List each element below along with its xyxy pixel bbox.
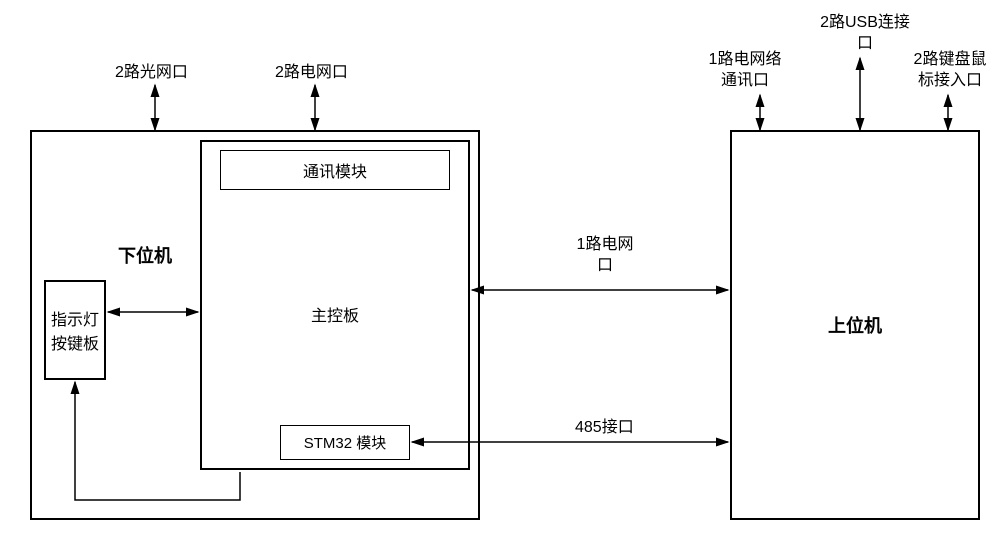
label-kbm-2: 2路键盘鼠 标接入口 <box>905 50 995 92</box>
label-usb-l1: 2路USB连接 <box>820 14 910 31</box>
label-net1-l2: 口 <box>597 257 613 274</box>
stm32-module-label: STM32 模块 <box>304 432 387 453</box>
label-kbm-l2: 标接入口 <box>918 72 982 89</box>
indicator-panel: 指示灯 按键板 <box>44 280 106 380</box>
lower-machine-title: 下位机 <box>118 245 172 268</box>
label-usb-l2: 口 <box>857 35 873 52</box>
label-rs485: 485接口 <box>575 418 634 439</box>
label-optical-2: 2路光网口 <box>115 63 188 84</box>
label-electrical-2: 2路电网口 <box>275 63 348 84</box>
indicator-panel-label-1: 指示灯 <box>51 306 99 330</box>
comm-module: 通讯模块 <box>220 150 450 190</box>
label-usb-2: 2路USB连接 口 <box>810 13 920 55</box>
label-netcomm-l2: 通讯口 <box>721 72 769 89</box>
label-net-1: 1路电网 口 <box>565 235 645 277</box>
stm32-module: STM32 模块 <box>280 425 410 460</box>
comm-module-label: 通讯模块 <box>303 158 367 182</box>
indicator-panel-label-2: 按键板 <box>51 330 99 354</box>
label-netcomm-1: 1路电网络 通讯口 <box>700 50 790 92</box>
label-net1-l1: 1路电网 <box>577 236 634 253</box>
upper-machine-title: 上位机 <box>828 312 882 338</box>
upper-machine: 上位机 <box>730 130 980 520</box>
label-kbm-l1: 2路键盘鼠 <box>914 51 987 68</box>
main-board-label: 主控板 <box>311 302 359 326</box>
label-netcomm-l1: 1路电网络 <box>709 51 782 68</box>
